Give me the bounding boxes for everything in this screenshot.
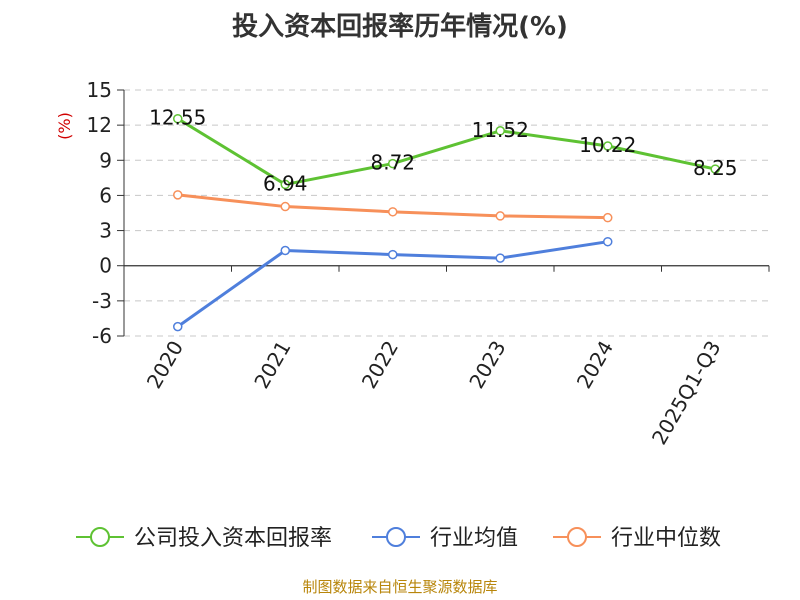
legend-label: 行业中位数	[611, 526, 721, 551]
legend-label: 行业均值	[430, 526, 518, 551]
legend-marker	[567, 527, 587, 547]
data-point	[603, 236, 613, 247]
y-axis-label: (%)	[55, 112, 74, 140]
x-tick-label: 2024	[572, 337, 618, 393]
y-tick-label: 6	[99, 183, 112, 207]
x-tick-label: 2025Q1-Q3	[647, 337, 726, 449]
data-point	[603, 212, 613, 223]
data-point	[388, 158, 398, 169]
x-tick-label: 2020	[142, 337, 188, 393]
data-point	[603, 141, 613, 151]
data-point	[495, 211, 505, 221]
data-point	[173, 190, 183, 200]
data-label: 6.94	[263, 171, 308, 195]
legend-marker	[386, 527, 406, 547]
data-point	[495, 126, 505, 136]
y-tick-label: 9	[99, 148, 112, 172]
y-tick-label: -3	[92, 289, 112, 313]
chart-title: 投入资本回报率历年情况(%)	[232, 12, 568, 42]
legend: 公司投入资本回报率 行业均值 行业中位数	[76, 526, 721, 551]
data-label: 11.52	[472, 118, 529, 142]
data-point	[495, 253, 505, 263]
data-point	[388, 207, 398, 217]
data-point	[710, 164, 720, 174]
data-point	[388, 249, 398, 260]
x-tick-label: 2022	[357, 337, 403, 393]
y-tick-label: 0	[99, 254, 112, 278]
data-point	[280, 201, 290, 212]
data-source: 制图数据来自恒生聚源数据库	[302, 578, 498, 596]
y-tick-label: -6	[92, 324, 112, 348]
x-tick-label: 2021	[249, 337, 295, 393]
data-point	[173, 321, 183, 332]
data-label: 8.25	[693, 156, 738, 180]
data-labels: 12.55 6.94 8.72 11.52 10.22 8.25	[149, 106, 737, 196]
data-points	[173, 113, 720, 332]
y-tick-label: 3	[99, 219, 112, 243]
data-point	[280, 179, 290, 190]
legend-marker	[90, 527, 110, 547]
data-label: 12.55	[149, 106, 206, 130]
x-tick-label: 2023	[464, 337, 510, 393]
data-point	[173, 113, 183, 124]
data-point	[280, 245, 290, 256]
series-line	[176, 117, 716, 186]
grid-lines	[124, 89, 769, 337]
legend-label: 公司投入资本回报率	[134, 526, 332, 551]
axes: 15 12 9 6 3 0 -3 -6 2020 2021 2022 2023 2024 2025Q1-Q…	[55, 78, 770, 449]
y-tick-label: 12	[87, 113, 112, 137]
data-label: 10.22	[579, 133, 636, 157]
y-tick-label: 15	[87, 78, 112, 102]
data-label: 8.72	[370, 151, 415, 175]
